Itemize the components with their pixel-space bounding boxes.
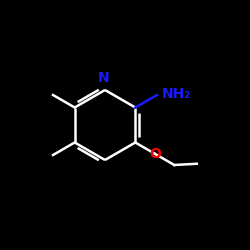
Text: NH₂: NH₂ bbox=[162, 87, 191, 101]
Text: O: O bbox=[149, 147, 161, 161]
Text: N: N bbox=[98, 71, 110, 85]
